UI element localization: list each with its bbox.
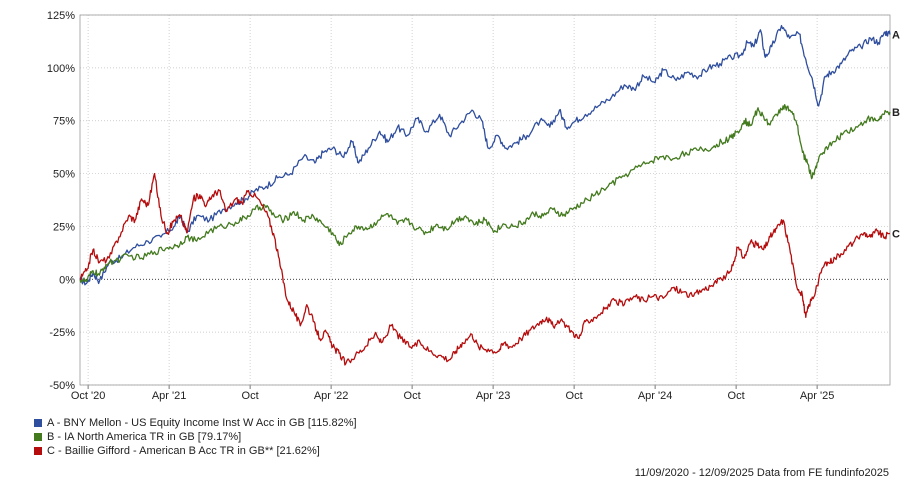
chart-axes [79, 14, 891, 389]
legend-swatch-b [34, 433, 42, 441]
series-line-c [80, 172, 891, 366]
series-line-a [79, 24, 891, 286]
chart-grid [80, 14, 890, 386]
series-end-label-b: B [892, 107, 900, 119]
x-tick-label: Apr '23 [476, 390, 511, 402]
y-tick-label: -25% [49, 327, 75, 339]
legend-swatch-c [34, 447, 42, 455]
y-tick-label: -50% [49, 380, 75, 392]
date-range-footer: 11/09/2020 - 12/09/2025 Data from FE fun… [634, 467, 889, 479]
series-end-label-a: A [892, 29, 900, 41]
x-tick-label: Oct '20 [71, 390, 106, 402]
series-line-b [79, 104, 891, 283]
plot-frame [79, 14, 891, 386]
legend-label-a: A - BNY Mellon - US Equity Income Inst W… [47, 417, 357, 429]
x-tick-label: Oct [566, 390, 583, 402]
x-tick-label: Oct [242, 390, 259, 402]
y-tick-label: 100% [47, 63, 75, 75]
series-end-label-c: C [892, 229, 900, 241]
y-tick-label: 125% [47, 10, 75, 22]
y-tick-label: 75% [53, 116, 75, 128]
legend-item-c: C - Baillie Gifford - American B Acc TR … [34, 444, 357, 458]
y-tick-label: 50% [53, 169, 75, 181]
chart-tick-labels: -50% -25% 0% 25% 50% 75% 100% 125% Oct '20 Apr '2… [47, 10, 900, 402]
legend-label-c: C - Baillie Gifford - American B Acc TR … [47, 445, 320, 457]
chart-series [79, 24, 891, 366]
line-chart: -50% -25% 0% 25% 50% 75% 100% 125% Oct '20 Apr '2… [47, 10, 900, 402]
legend-item-b: B - IA North America TR in GB [79.17%] [34, 430, 357, 444]
x-tick-label: Apr '22 [314, 390, 349, 402]
legend-item-a: A - BNY Mellon - US Equity Income Inst W… [34, 416, 357, 430]
y-tick-label: 25% [53, 221, 75, 233]
x-tick-label: Apr '24 [638, 390, 673, 402]
x-tick-label: Apr '25 [800, 390, 835, 402]
x-tick-label: Oct [728, 390, 745, 402]
chart-legend: A - BNY Mellon - US Equity Income Inst W… [34, 416, 357, 458]
x-tick-label: Oct [404, 390, 421, 402]
y-tick-label: 0% [59, 274, 75, 286]
x-tick-label: Apr '21 [152, 390, 187, 402]
legend-label-b: B - IA North America TR in GB [79.17%] [47, 431, 242, 443]
legend-swatch-a [34, 419, 42, 427]
